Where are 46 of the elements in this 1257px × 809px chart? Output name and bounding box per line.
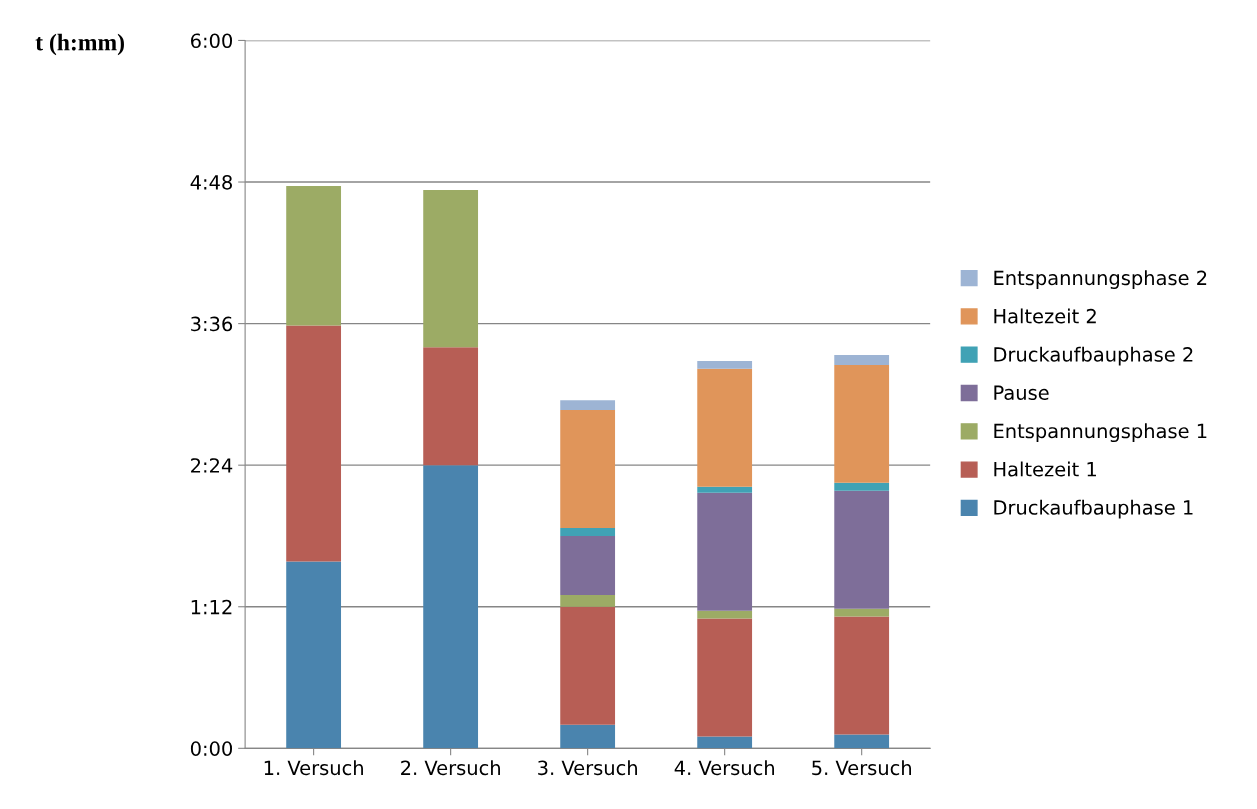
bar bbox=[560, 724, 616, 749]
y-tick-label: 0:00 bbox=[190, 741, 233, 756]
legend-label: Haltezeit 2 bbox=[994, 308, 1096, 324]
bar bbox=[423, 347, 479, 466]
x-tick-label: 2. Versuch bbox=[401, 760, 500, 776]
x-tick-label: 5. Versuch bbox=[812, 760, 911, 776]
bar bbox=[560, 410, 616, 529]
bar bbox=[834, 616, 890, 735]
bar bbox=[286, 185, 342, 326]
y-tick-label: 2:24 bbox=[191, 458, 233, 473]
legend-label: Entspannungsphase 2 bbox=[994, 270, 1207, 290]
y-axis-title: t (h:mm) bbox=[35, 33, 124, 56]
y-tick-label: 6:00 bbox=[191, 33, 233, 49]
y-tick-label: 3:36 bbox=[191, 316, 233, 332]
bar bbox=[286, 325, 342, 562]
bar bbox=[834, 364, 890, 483]
bar bbox=[560, 400, 616, 411]
bar bbox=[834, 482, 890, 491]
bar bbox=[560, 606, 616, 725]
bar bbox=[697, 486, 753, 493]
x-tick-label: 4. Versuch bbox=[674, 760, 774, 776]
bar bbox=[697, 492, 753, 611]
bar bbox=[834, 608, 890, 617]
x-tick-label: 3. Versuch bbox=[538, 760, 637, 776]
bar bbox=[697, 618, 753, 737]
legend-label: Haltezeit 1 bbox=[994, 461, 1096, 477]
bar bbox=[697, 610, 753, 619]
bar bbox=[697, 736, 753, 749]
legend-label: Druckaufbauphase 2 bbox=[994, 346, 1193, 366]
bar bbox=[286, 561, 342, 749]
bar bbox=[834, 355, 890, 365]
bar bbox=[560, 528, 616, 536]
y-tick-label: 1:12 bbox=[191, 599, 232, 615]
bar bbox=[423, 465, 479, 749]
bar bbox=[697, 368, 753, 487]
x-tick-label: 1. Versuch bbox=[264, 760, 363, 776]
bar bbox=[560, 535, 616, 595]
legend-label: Druckaufbauphase 1 bbox=[994, 499, 1193, 519]
y-tick-label: 4:48 bbox=[190, 174, 232, 190]
legend-label: Entspannungsphase 1 bbox=[994, 423, 1207, 443]
bar bbox=[423, 189, 479, 348]
legend-label: Pause bbox=[994, 385, 1049, 401]
bar bbox=[560, 594, 616, 607]
bar bbox=[697, 360, 753, 369]
bar bbox=[834, 490, 890, 609]
bar bbox=[834, 734, 890, 749]
